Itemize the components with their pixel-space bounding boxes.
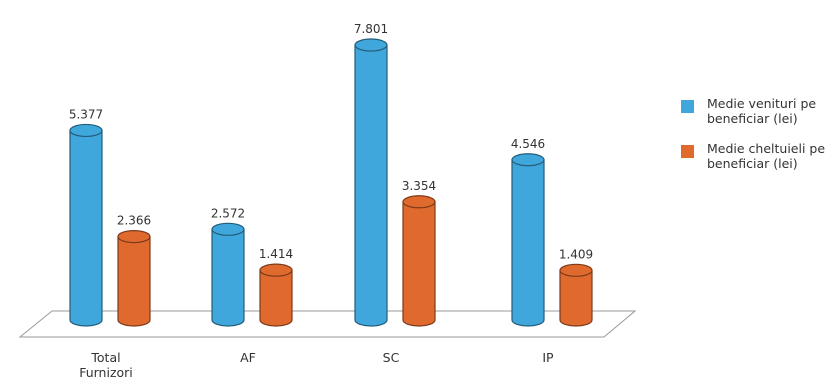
legend-item-cheltuieli: Medie cheltuieli pe beneficiar (lei)	[681, 141, 839, 171]
bar-cheltuieli-1	[259, 269, 293, 327]
bars-group	[69, 38, 593, 327]
bar-top-cheltuieli-2	[402, 195, 436, 209]
value-label-venituri-3: 4.546	[511, 137, 545, 151]
bar-cheltuieli-2	[402, 201, 436, 327]
bar-top-cheltuieli-0	[117, 229, 151, 244]
bar-venituri-0	[69, 129, 103, 327]
legend-item-venituri: Medie venituri pe beneficiar (lei)	[681, 96, 839, 126]
legend-label-venituri-line2: beneficiar (lei)	[707, 111, 798, 126]
legend-label-cheltuieli-line1: Medie cheltuieli pe	[707, 141, 826, 156]
chart-floor	[18, 310, 637, 338]
category-label-0-1: Furnizori	[79, 365, 133, 380]
value-label-venituri-2: 7.801	[354, 22, 388, 36]
category-label-3: IP	[542, 350, 554, 365]
bar-venituri-1	[211, 228, 245, 327]
legend-label-cheltuieli-line2: beneficiar (lei)	[707, 156, 798, 171]
legend-swatch-venituri	[681, 100, 694, 113]
bar-venituri-2	[354, 44, 388, 327]
value-label-cheltuieli-3: 1.409	[559, 247, 593, 261]
bar-top-cheltuieli-3	[559, 263, 593, 277]
bar-top-venituri-2	[354, 38, 388, 52]
category-label-0-0: Total	[90, 350, 120, 365]
legend-swatch-cheltuieli	[681, 145, 694, 158]
value-label-cheltuieli-2: 3.354	[402, 179, 436, 193]
category-label-2: SC	[383, 350, 400, 365]
legend-label-venituri-line1: Medie venituri pe	[707, 96, 817, 111]
bar-top-cheltuieli-1	[259, 263, 293, 277]
bar-top-venituri-0	[69, 123, 103, 138]
value-label-cheltuieli-0: 2.366	[117, 214, 151, 228]
value-label-cheltuieli-1: 1.414	[259, 247, 293, 261]
bar-cheltuieli-0	[117, 235, 151, 327]
category-label-1: AF	[240, 350, 256, 365]
bar-top-venituri-1	[211, 222, 245, 236]
legend: Medie venituri pe beneficiar (lei) Medie…	[681, 96, 839, 186]
bar-top-venituri-3	[511, 153, 545, 167]
value-label-venituri-1: 2.572	[211, 206, 245, 220]
value-label-venituri-0: 5.377	[69, 107, 103, 121]
bar-venituri-3	[511, 159, 545, 327]
bar-cheltuieli-3	[559, 269, 593, 327]
